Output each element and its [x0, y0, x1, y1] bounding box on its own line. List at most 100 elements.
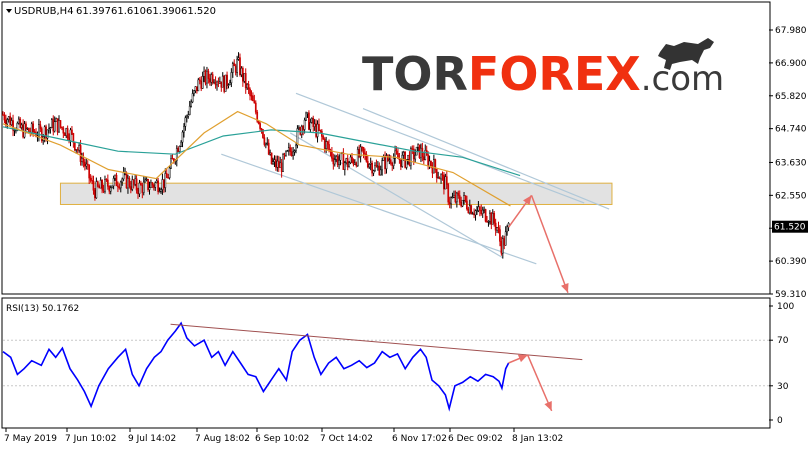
candle-body	[454, 195, 457, 203]
candle-body	[306, 112, 309, 114]
candle-body	[319, 129, 322, 132]
candle-body	[490, 212, 493, 225]
candle-body	[394, 150, 396, 159]
svg-text:TORFOREX.com: TORFOREX.com	[362, 47, 724, 101]
candle-body	[175, 148, 178, 161]
candle-body	[249, 88, 251, 96]
dropdown-triangle-icon[interactable]	[6, 9, 12, 13]
candle-body	[422, 156, 425, 161]
candle-body	[185, 115, 188, 118]
candle-body	[272, 161, 274, 165]
time-tick-label: 8 Jan 13:02	[512, 434, 563, 444]
candle-body	[12, 120, 14, 131]
symbol-label: USDRUB,H4	[14, 6, 74, 17]
price-tick-label: 60.390	[775, 257, 807, 267]
candle-body	[211, 74, 214, 83]
candle-body	[121, 178, 124, 183]
candle-body	[316, 123, 319, 137]
candle-body	[296, 128, 299, 146]
price-plot	[2, 52, 613, 294]
candle-body	[496, 227, 498, 231]
candle-body	[145, 178, 148, 181]
candle-body	[59, 120, 62, 128]
candle-body	[374, 165, 376, 171]
candle-body	[480, 210, 483, 214]
candle-body	[474, 210, 477, 216]
rsi-arrow-down-shaft	[527, 354, 553, 412]
candle-body	[397, 153, 399, 159]
ohlc-close: 61.520	[181, 6, 216, 17]
time-tick-label: 7 Jun 10:02	[65, 434, 116, 444]
candle-body	[292, 151, 294, 156]
candle-body	[231, 63, 234, 73]
candle-body	[484, 209, 487, 222]
candle-body	[411, 148, 414, 150]
candle-body	[2, 114, 4, 116]
candle-body	[467, 208, 470, 214]
candle-body	[355, 162, 358, 167]
price-tick-label: 65.820	[775, 92, 807, 102]
candle-body	[402, 152, 405, 156]
price-axis: 67.98066.90065.82064.74063.63062.55061.4…	[769, 26, 807, 300]
candle-body	[391, 163, 394, 166]
candle-body	[207, 70, 210, 79]
candle-body	[464, 195, 467, 202]
rsi-tick-label: 100	[777, 302, 794, 312]
candle-body	[119, 181, 122, 189]
candle-body	[50, 119, 53, 128]
candle-body	[328, 144, 330, 151]
candle-body	[302, 126, 305, 130]
candle-body	[72, 133, 75, 143]
candle-body	[84, 161, 86, 167]
candle-body	[500, 241, 503, 254]
candle-body	[144, 179, 147, 183]
candle-body	[318, 123, 320, 131]
candle-body	[239, 57, 241, 76]
candle-body	[440, 174, 442, 180]
rsi-arrow-up-head	[517, 354, 528, 363]
candle-body	[99, 179, 102, 189]
candle-body	[359, 146, 362, 157]
candle-body	[240, 67, 243, 76]
candle-body	[275, 159, 277, 168]
candle-body	[285, 150, 287, 156]
candle-body	[336, 156, 339, 165]
candle-body	[129, 186, 132, 190]
candle-body	[481, 209, 484, 214]
candle-body	[351, 156, 353, 161]
candle-body	[323, 138, 326, 149]
logo-tor: TOR	[362, 47, 468, 101]
candle-body	[483, 209, 485, 211]
candle-body	[49, 127, 52, 130]
candle-body	[466, 200, 468, 210]
candle-body	[75, 149, 78, 151]
candle-body	[352, 159, 355, 165]
candle-body	[161, 179, 164, 190]
candle-body	[408, 154, 411, 166]
candle-body	[230, 72, 233, 84]
candle-body	[160, 189, 162, 192]
candle-body	[30, 123, 33, 133]
candle-body	[138, 182, 141, 195]
rsi-panel-frame	[1, 297, 771, 429]
candle-body	[165, 173, 168, 178]
candle-body	[283, 154, 286, 156]
moving-average-slow	[2, 126, 521, 177]
candle-body	[142, 181, 145, 193]
candle-body	[252, 95, 254, 102]
candle-body	[181, 131, 184, 143]
candle-body	[478, 206, 481, 211]
candle-body	[303, 119, 306, 130]
candle-body	[381, 160, 384, 171]
candle-body	[111, 185, 114, 189]
candle-body	[193, 90, 195, 94]
candle-body	[354, 162, 356, 165]
candle-body	[428, 160, 431, 167]
candle-body	[270, 152, 273, 165]
channel-line	[221, 153, 537, 265]
candle-body	[94, 190, 96, 199]
candle-body	[221, 75, 224, 88]
candle-body	[253, 100, 256, 104]
candle-body	[23, 123, 26, 138]
candle-body	[305, 112, 307, 121]
